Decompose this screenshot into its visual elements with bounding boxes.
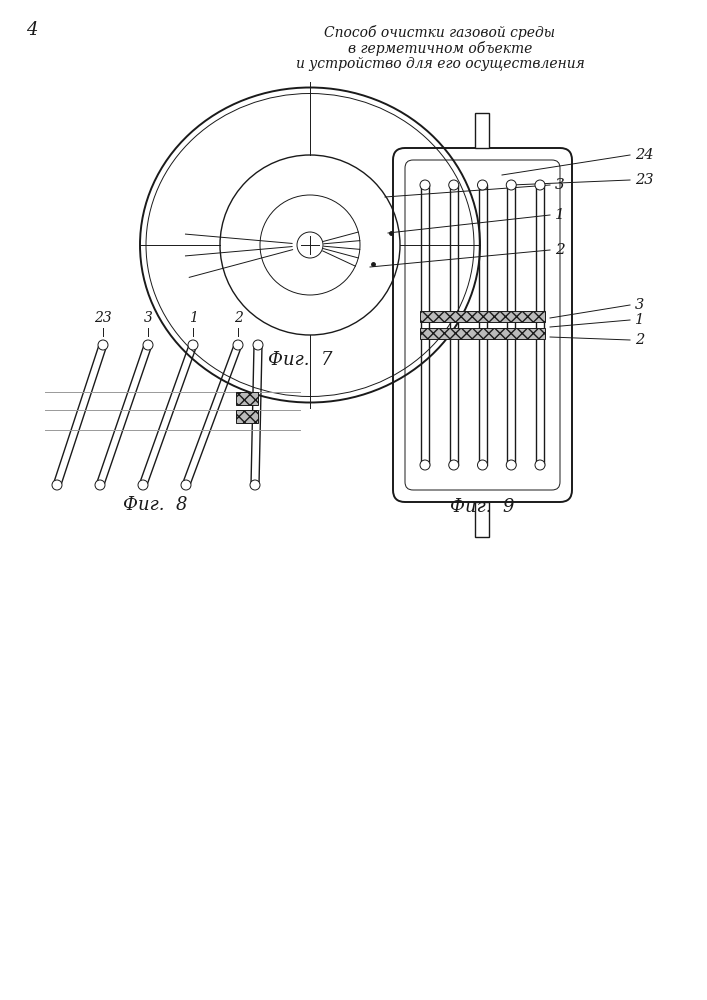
- Text: 1: 1: [635, 313, 644, 327]
- Circle shape: [535, 460, 545, 470]
- Text: 2: 2: [233, 311, 243, 325]
- Text: 3: 3: [144, 311, 153, 325]
- Text: 2: 2: [555, 243, 565, 257]
- Circle shape: [506, 460, 516, 470]
- Text: 1: 1: [189, 311, 197, 325]
- Text: 3: 3: [555, 178, 565, 192]
- Circle shape: [188, 340, 198, 350]
- Bar: [236, 410, 258, 423]
- Circle shape: [506, 180, 516, 190]
- Circle shape: [52, 480, 62, 490]
- Circle shape: [95, 480, 105, 490]
- Circle shape: [420, 180, 430, 190]
- Circle shape: [449, 460, 459, 470]
- Bar: [475, 113, 489, 148]
- Text: Фиг.  7: Фиг. 7: [268, 351, 332, 369]
- Circle shape: [250, 480, 260, 490]
- Circle shape: [138, 480, 148, 490]
- Text: 24: 24: [635, 148, 653, 162]
- Circle shape: [420, 460, 430, 470]
- Bar: [236, 392, 258, 405]
- Circle shape: [477, 460, 488, 470]
- Bar: [475, 502, 489, 537]
- Circle shape: [477, 180, 488, 190]
- Text: 4: 4: [26, 21, 37, 39]
- Circle shape: [233, 340, 243, 350]
- Bar: [420, 328, 545, 339]
- Circle shape: [449, 180, 459, 190]
- Text: Фиг.  9: Фиг. 9: [450, 498, 514, 516]
- Bar: [420, 311, 545, 322]
- Circle shape: [181, 480, 191, 490]
- Text: Способ очистки газовой среды: Способ очистки газовой среды: [325, 24, 556, 39]
- Text: и устройство для его осуществления: и устройство для его осуществления: [296, 57, 585, 71]
- Text: 23: 23: [94, 311, 112, 325]
- Text: 2: 2: [635, 333, 644, 347]
- Circle shape: [535, 180, 545, 190]
- Circle shape: [143, 340, 153, 350]
- Circle shape: [253, 340, 263, 350]
- Text: в герметичном объекте: в герметичном объекте: [348, 40, 532, 55]
- Text: 3: 3: [635, 298, 644, 312]
- Text: 23: 23: [635, 173, 653, 187]
- Text: 1: 1: [555, 208, 565, 222]
- Text: Фиг.  8: Фиг. 8: [123, 496, 187, 514]
- Circle shape: [98, 340, 108, 350]
